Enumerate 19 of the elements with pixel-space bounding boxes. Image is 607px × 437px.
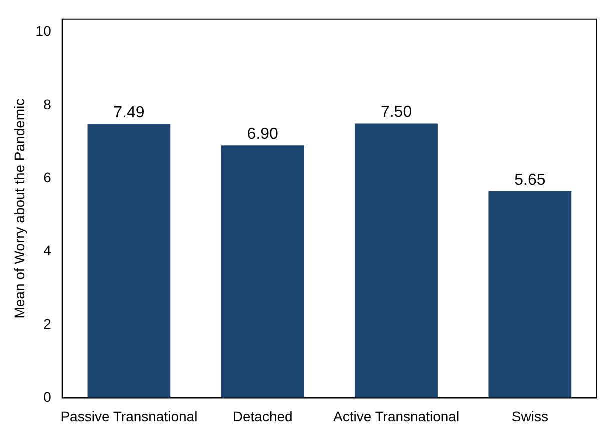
y-tick-label: 0: [44, 389, 52, 406]
y-axis-title: Mean of Worry about the Pandemic: [11, 98, 28, 319]
data-label: 5.65: [514, 172, 546, 189]
y-tick-label: 2: [44, 316, 52, 332]
bar: [221, 146, 304, 398]
y-tick-label: 8: [44, 96, 52, 112]
data-label: 7.50: [380, 104, 412, 122]
bar: [88, 124, 171, 398]
y-tick-label: 4: [44, 242, 52, 259]
y-tick-label: 6: [44, 169, 52, 186]
data-label: 6.90: [247, 126, 279, 144]
x-tick-label: Detached: [232, 408, 293, 424]
y-tick-label: 10: [36, 23, 52, 40]
data-label: 7.49: [114, 104, 145, 122]
x-tick-label: Swiss: [512, 408, 548, 424]
bar: [355, 124, 438, 398]
bar: [488, 191, 572, 398]
x-tick-label: Active Transnational: [333, 408, 460, 424]
x-tick-label: Passive Transnational: [60, 408, 198, 424]
